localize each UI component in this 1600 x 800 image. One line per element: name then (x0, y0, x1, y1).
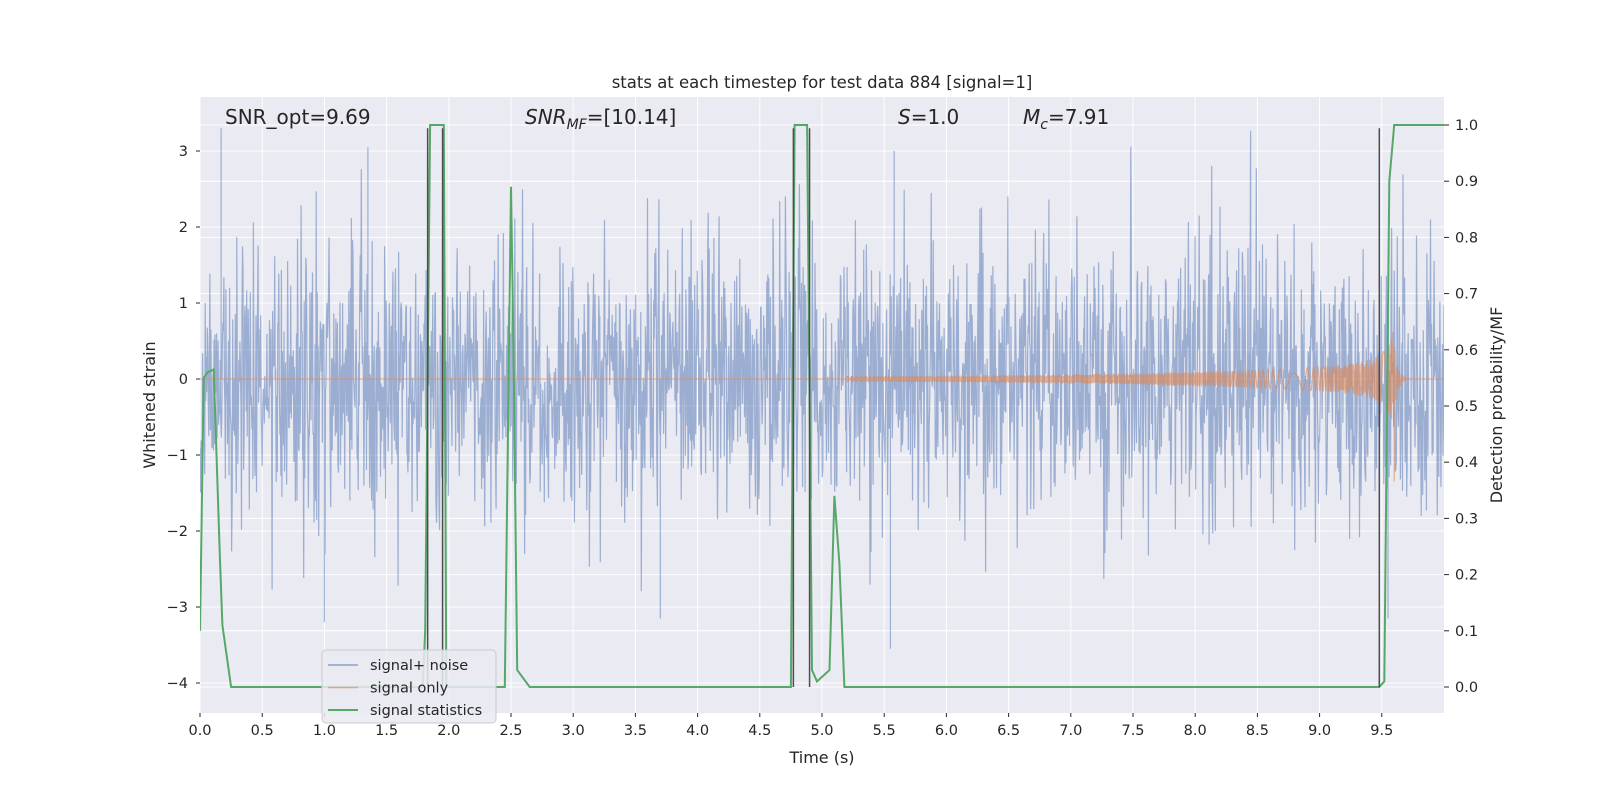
y2-tick-label: 0.2 (1455, 568, 1478, 584)
x-tick-label: 5.5 (873, 723, 896, 739)
y-tick-label: 1 (179, 296, 188, 312)
y2-tick-label: 0.3 (1455, 511, 1478, 527)
y2-tick-label: 1.0 (1455, 118, 1478, 134)
legend-label: signal+ noise (370, 658, 468, 674)
series-signal-statistics (200, 124, 1444, 688)
mc-value: =7.91 (1048, 105, 1109, 129)
series-signal-plus-noise (200, 128, 1444, 649)
signal-only-line (200, 331, 1444, 482)
x-tick-label: 0.5 (251, 723, 274, 739)
y2-tick-label: 0.6 (1455, 343, 1478, 359)
x-tick-label: 6.0 (935, 723, 958, 739)
y2-tick-label: 0.8 (1455, 230, 1478, 246)
signal-statistics-line (200, 124, 1444, 688)
x-axis-label: Time (s) (788, 748, 854, 767)
s-symbol: S (898, 105, 911, 129)
snr-mf-annotation: SNRMF=[10.14] (525, 105, 676, 133)
x-tick-label: 4.0 (686, 723, 709, 739)
mc-symbol: M (1023, 105, 1040, 129)
y-tick-label: −3 (167, 600, 188, 616)
legend-box (321, 649, 497, 724)
legend: signal+ noise signal only signal statistic… (321, 649, 497, 724)
x-tick-label: 3.5 (624, 723, 647, 739)
y2-tick-label: 0.9 (1455, 174, 1478, 190)
y-tick-label: −4 (167, 676, 188, 692)
y2-tick-label: 0.4 (1455, 455, 1478, 471)
x-tick-label: 8.5 (1246, 723, 1269, 739)
y-axis-label: Whitened strain (140, 341, 159, 468)
x-tick-label: 7.0 (1059, 723, 1082, 739)
mc-subscript: c (1040, 117, 1048, 133)
x-tick-label: 1.5 (375, 723, 398, 739)
x-tick-label: 3.0 (562, 723, 585, 739)
series-signal-only (200, 331, 1444, 482)
x-tick-label: 2.0 (437, 723, 460, 739)
legend-label: signal statistics (370, 703, 482, 719)
snr-mf-symbol: SNR (525, 105, 567, 129)
x-tick-label: 8.0 (1184, 723, 1207, 739)
y2-tick-label: 0.5 (1455, 399, 1478, 415)
x-tick-label: 6.5 (997, 723, 1020, 739)
y2-tick-label: 0.7 (1455, 287, 1478, 303)
x-tick-label: 9.0 (1308, 723, 1331, 739)
x-tick-label: 0.0 (188, 723, 211, 739)
s-annotation: S=1.0 (898, 105, 959, 129)
x-tick-label: 5.0 (810, 723, 833, 739)
y-tick-label: −1 (167, 448, 188, 464)
snr-mf-value: =[10.14] (587, 105, 677, 129)
snr-mf-subscript: MF (567, 117, 588, 133)
vertical-markers (426, 128, 1381, 687)
axes: 0.0 0.5 1.0 1.5 2.0 2.5 3.0 3.5 4.0 4.5 5.0 5.5 6.0 6… (167, 118, 1478, 739)
chart-title: stats at each timestep for test data 884… (612, 73, 1033, 92)
y-tick-label: 3 (179, 144, 188, 160)
x-tick-label: 9.5 (1370, 723, 1393, 739)
x-tick-label: 4.5 (748, 723, 771, 739)
signal-plus-noise-line (200, 128, 1444, 649)
x-tick-label: 2.5 (499, 723, 522, 739)
y2-tick-label: 0.1 (1455, 624, 1478, 640)
snr-opt-annotation: SNR_opt=9.69 (225, 105, 371, 129)
x-tick-label: 1.0 (313, 723, 336, 739)
y-tick-label: −2 (167, 524, 188, 540)
y2-axis-label: Detection probability/MF (1487, 307, 1506, 504)
s-value: =1.0 (911, 105, 960, 129)
mc-annotation: Mc=7.91 (1023, 105, 1109, 133)
y-tick-label: 2 (179, 220, 188, 236)
legend-label: signal only (370, 681, 449, 697)
y2-tick-label: 0.0 (1455, 680, 1478, 696)
x-tick-label: 7.5 (1121, 723, 1144, 739)
y-tick-label: 0 (179, 372, 188, 388)
